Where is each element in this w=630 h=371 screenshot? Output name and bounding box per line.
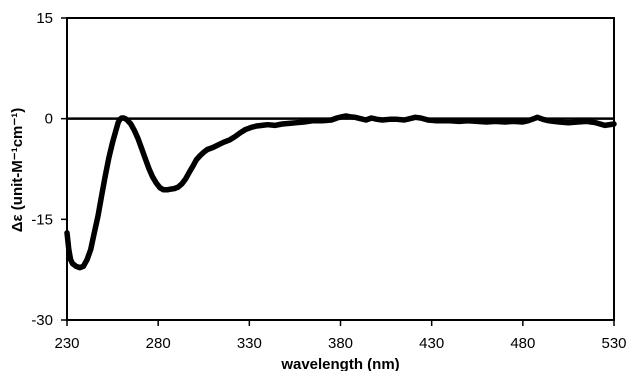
y-tick-label: 0 [45,111,53,128]
x-tick-label: 480 [510,335,535,352]
y-tick-label: -30 [31,312,53,329]
x-tick-label: 280 [146,335,171,352]
x-tick-label: 380 [328,335,353,352]
x-tick-label: 330 [237,335,262,352]
x-tick-label: 230 [54,335,79,352]
x-tick-label: 430 [419,335,444,352]
y-axis-label: Δε (unit-M⁻¹cm⁻¹) [9,108,26,233]
y-tick-label: -15 [31,211,53,228]
spectrum-line [64,113,617,271]
x-tick-label: 530 [601,335,626,352]
x-axis-label: wavelength (nm) [280,356,399,371]
y-tick-label: 15 [36,10,53,27]
